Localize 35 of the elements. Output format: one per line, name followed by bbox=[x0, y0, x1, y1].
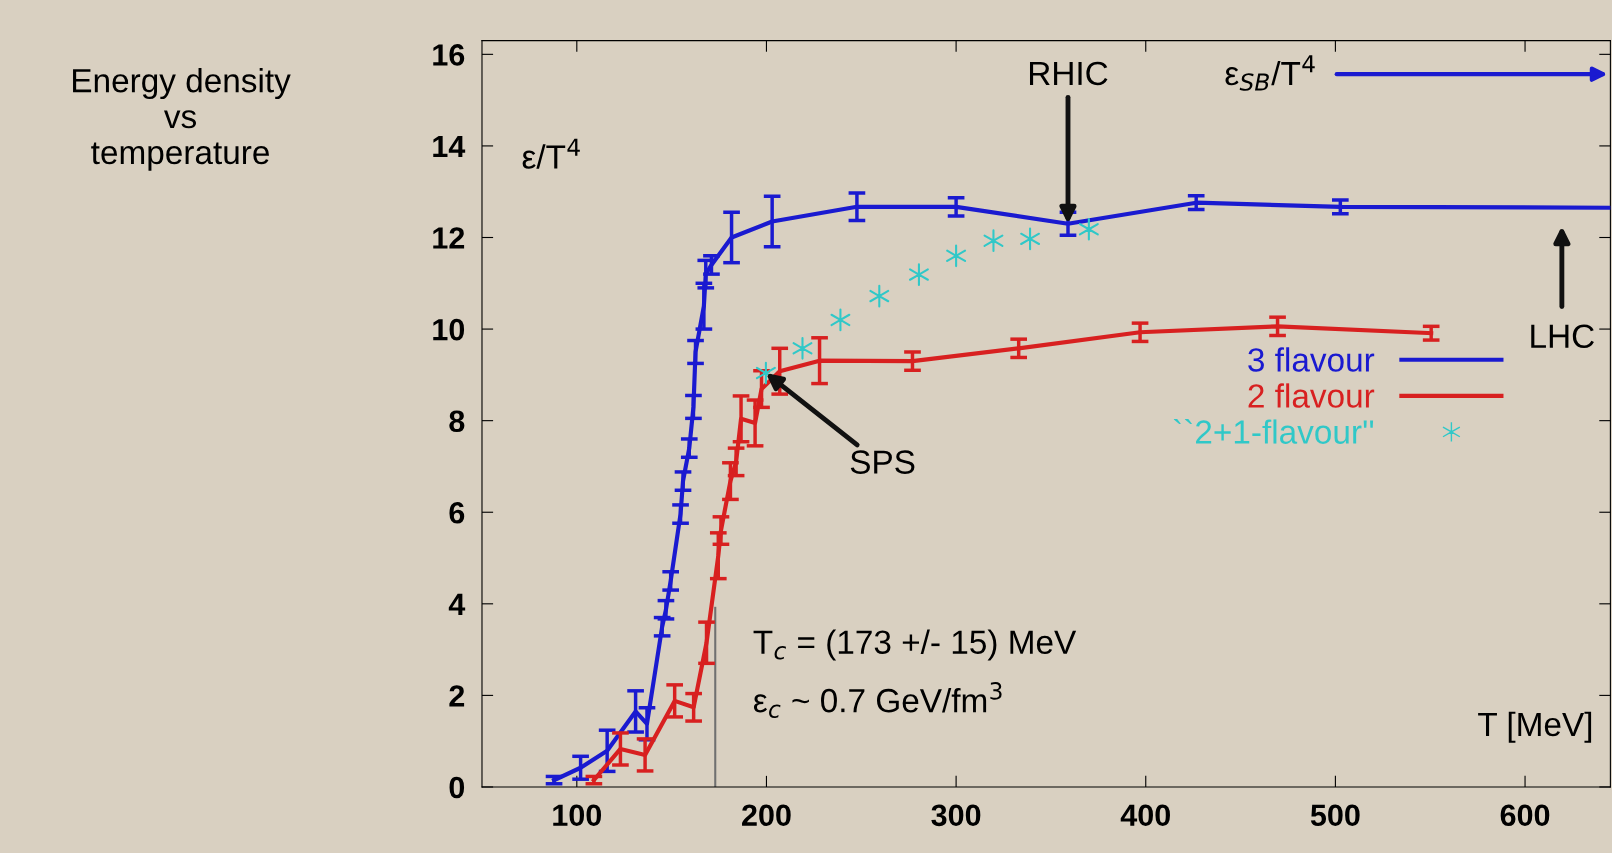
y-tick-label: 16 bbox=[433, 44, 465, 66]
point bbox=[792, 336, 813, 360]
x-tick-label: 400 bbox=[1120, 804, 1170, 827]
x-tick-label: 200 bbox=[742, 804, 791, 827]
point bbox=[869, 284, 890, 308]
y-tick-label: 12 bbox=[433, 227, 465, 249]
y-tick-label: 2 bbox=[449, 685, 465, 707]
annotation: ε$_{SB}$/T$^{4}$ bbox=[1225, 55, 1315, 91]
text: Energy density vs temperature bbox=[73, 67, 291, 171]
legend-label: 3 flavour bbox=[1248, 347, 1375, 372]
annotation: ε$_{c}$ ~ 0.7 GeV/fm$^{3}$ bbox=[753, 682, 1002, 718]
x-axis-title: T [MeV] bbox=[1478, 711, 1592, 743]
x-tick-label: 500 bbox=[1310, 804, 1360, 827]
point bbox=[1020, 227, 1041, 251]
point bbox=[1078, 217, 1099, 241]
y-tick-label: 0 bbox=[449, 776, 465, 799]
annotation: SPS bbox=[850, 450, 915, 474]
point bbox=[830, 308, 851, 332]
point bbox=[946, 244, 967, 268]
y-tick-label: 14 bbox=[433, 135, 466, 157]
x-tick-label: 600 bbox=[1500, 804, 1550, 827]
annotation: T$_{c}$ = (173 +/- 15) MeV bbox=[753, 629, 1077, 661]
y-tick-label: 6 bbox=[449, 501, 465, 524]
point bbox=[983, 229, 1004, 253]
y-tick-label: 4 bbox=[448, 593, 466, 615]
annotation: RHIC bbox=[1029, 61, 1108, 86]
x-tick-label: 100 bbox=[553, 804, 602, 827]
y-tick-label: 8 bbox=[449, 410, 465, 433]
y-axis-title: ε/T$^{4}$ bbox=[522, 138, 580, 169]
legend-label: ``2+1-flavour'' bbox=[1173, 419, 1374, 444]
y-tick-label: 10 bbox=[433, 318, 465, 341]
x-tick-label: 300 bbox=[931, 804, 981, 827]
legend-label: 2 flavour bbox=[1248, 383, 1375, 408]
point bbox=[908, 263, 929, 286]
annotation: LHC bbox=[1531, 324, 1594, 349]
